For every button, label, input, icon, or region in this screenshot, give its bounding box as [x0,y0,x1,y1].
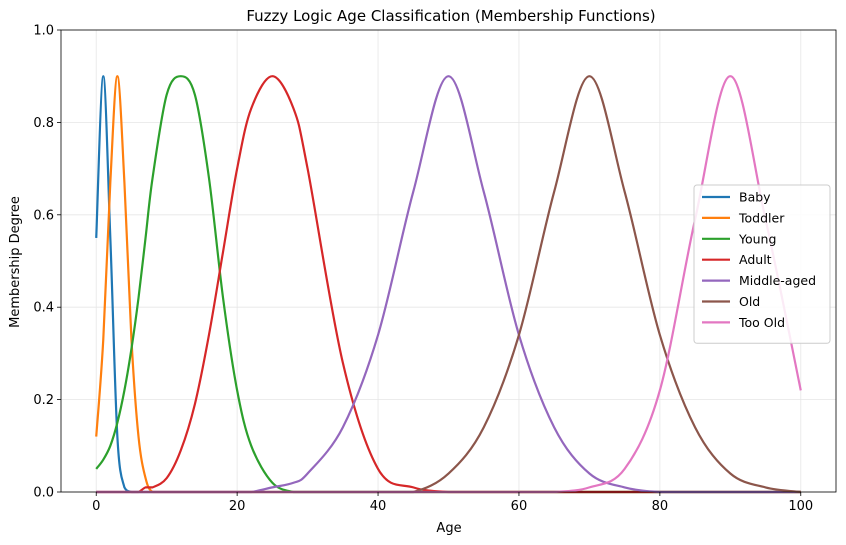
legend-label-old: Old [739,294,760,309]
x-tick-label: 20 [229,499,246,514]
chart-title: Fuzzy Logic Age Classification (Membersh… [246,7,655,25]
legend-label-too-old: Too Old [738,315,785,330]
y-tick-label: 0.8 [33,116,54,131]
axis-ticks: 0 20 40 60 80 100 0.0 0.2 0.4 0.6 0.8 1.0 [33,24,813,515]
y-tick-label: 0.6 [33,208,54,223]
x-tick-label: 100 [788,499,813,514]
legend-label-toddler: Toddler [738,210,785,225]
y-tick-label: 0.4 [33,301,54,316]
x-tick-label: 60 [511,499,528,514]
plot-frame [60,29,837,493]
legend: Baby Toddler Young Adult Middle-aged Old Too O… [693,184,831,344]
legend-label-young: Young [738,231,776,246]
x-tick-label: 0 [92,499,100,514]
y-tick-label: 0.2 [33,393,54,408]
x-tick-label: 80 [652,499,669,514]
legend-box [693,184,831,344]
y-axis-label: Membership Degree [8,196,23,328]
x-axis-label: Age [436,521,461,536]
legend-label-adult: Adult [739,252,772,267]
y-tick-label: 0.0 [33,486,54,501]
legend-label-middle-aged: Middle-aged [739,273,816,288]
legend-label-baby: Baby [739,190,771,205]
y-tick-label: 1.0 [33,24,54,39]
x-tick-label: 40 [370,499,387,514]
